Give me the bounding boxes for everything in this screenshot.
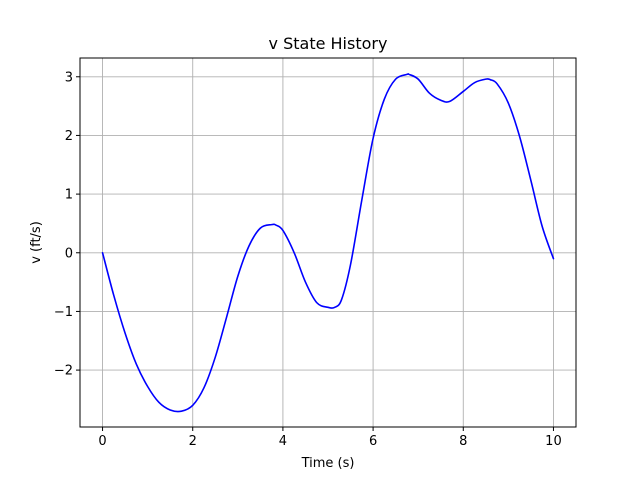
series-line — [101, 73, 555, 413]
y-tick-label: 0 — [65, 246, 73, 261]
y-tick-label: 2 — [65, 129, 73, 144]
x-axis-label: Time (s) — [301, 456, 355, 471]
plot-frame — [79, 57, 577, 428]
y-tick-label: 3 — [65, 70, 73, 85]
chart-title: v State History — [269, 34, 388, 53]
x-tick-label: 6 — [369, 434, 377, 449]
x-tick-label: 8 — [459, 434, 467, 449]
y-tick-label: 1 — [65, 188, 73, 203]
x-tick-label: 10 — [545, 434, 562, 449]
grid — [80, 58, 576, 427]
ticks: 0 2 4 6 8 10 −2 −1 0 1 2 3 — [54, 70, 562, 449]
y-axis-label: v (ft/s) — [29, 221, 44, 264]
x-tick-label: 0 — [98, 434, 106, 449]
x-tick-label: 2 — [189, 434, 197, 449]
y-tick-label: −2 — [54, 364, 73, 379]
x-tick-label: 4 — [279, 434, 287, 449]
series-layer — [101, 73, 555, 413]
y-tick-label: −1 — [54, 305, 73, 320]
